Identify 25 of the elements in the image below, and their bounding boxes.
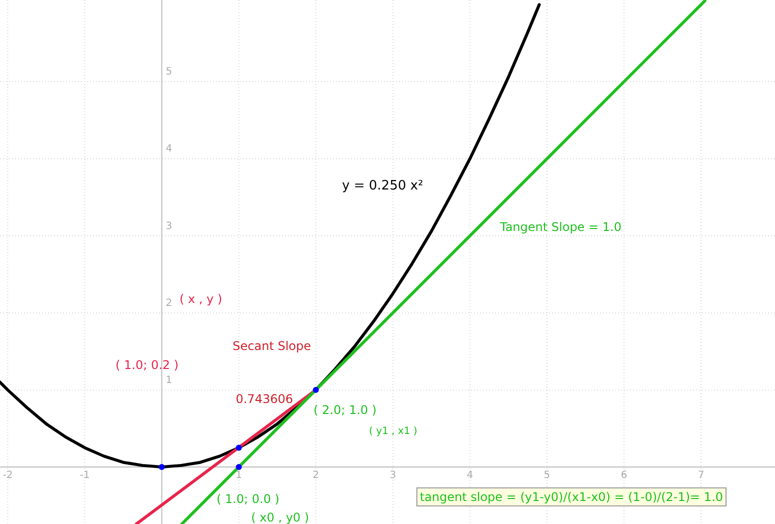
annotation: ( x0 , y0 )	[251, 510, 310, 524]
x-tick-label: 6	[620, 470, 628, 481]
y-tick-label: 3	[166, 220, 172, 232]
x-tick-label: 5	[544, 470, 550, 481]
annotation: ( 1.0; 0.2 )	[116, 358, 179, 372]
annotation: ( 2.0; 1.0 )	[314, 402, 377, 417]
annotation: ( y1 , x1 )	[369, 426, 418, 437]
x-tick-label: 7	[698, 470, 704, 481]
y-tick-label: 2	[166, 298, 172, 309]
x-tick-label: -2	[2, 470, 13, 481]
annotation: y = 0.250 x²	[342, 178, 424, 194]
annotation: ( x , y )	[180, 292, 222, 306]
x-tick-label: 1	[236, 470, 242, 481]
annotation: Tangent Slope = 1.0	[498, 220, 622, 234]
annotation: tangent slope = (y1-y0)/(x1-x0) = (1-0)/(2-1)= 1.0	[420, 490, 724, 504]
annotation: 0.743606	[236, 392, 293, 406]
x-tick-label: 2	[312, 470, 320, 481]
x-tick-label: 4	[466, 470, 474, 481]
annotation: ( 1.0; 0.0 )	[216, 492, 280, 506]
y-tick-label: 5	[166, 66, 172, 78]
x-tick-label: -1	[80, 470, 90, 481]
y-tick-label: 4	[166, 144, 172, 155]
y-tick-label: 1	[166, 374, 172, 386]
x-tick-label: 3	[390, 470, 396, 481]
annotation: Secant Slope	[232, 338, 312, 353]
